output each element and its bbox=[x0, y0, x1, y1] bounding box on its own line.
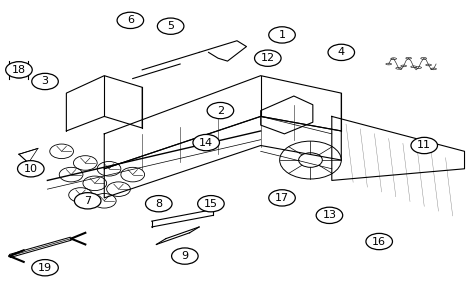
Text: 6: 6 bbox=[127, 15, 134, 25]
Circle shape bbox=[6, 62, 32, 78]
Text: 4: 4 bbox=[337, 47, 345, 57]
Circle shape bbox=[18, 161, 44, 177]
Text: 11: 11 bbox=[417, 141, 431, 150]
Circle shape bbox=[32, 73, 58, 90]
Circle shape bbox=[146, 196, 172, 212]
Text: 1: 1 bbox=[279, 30, 285, 40]
Text: 17: 17 bbox=[275, 193, 289, 203]
Circle shape bbox=[32, 260, 58, 276]
Circle shape bbox=[207, 102, 234, 119]
Text: 15: 15 bbox=[204, 199, 218, 209]
Circle shape bbox=[366, 233, 392, 250]
Circle shape bbox=[172, 248, 198, 264]
Circle shape bbox=[411, 137, 438, 154]
Text: 5: 5 bbox=[167, 21, 174, 31]
Circle shape bbox=[269, 190, 295, 206]
Text: 19: 19 bbox=[38, 263, 52, 273]
Text: 16: 16 bbox=[372, 237, 386, 246]
Text: 13: 13 bbox=[322, 210, 337, 220]
Text: 14: 14 bbox=[199, 138, 213, 148]
Text: 18: 18 bbox=[12, 65, 26, 75]
Circle shape bbox=[198, 196, 224, 212]
Circle shape bbox=[74, 193, 101, 209]
Text: 3: 3 bbox=[42, 77, 48, 86]
Circle shape bbox=[269, 27, 295, 43]
Circle shape bbox=[255, 50, 281, 66]
Text: 7: 7 bbox=[84, 196, 91, 206]
Text: 9: 9 bbox=[181, 251, 189, 261]
Circle shape bbox=[316, 207, 343, 223]
Text: 10: 10 bbox=[24, 164, 38, 174]
Circle shape bbox=[193, 134, 219, 151]
Text: 8: 8 bbox=[155, 199, 163, 209]
Text: 12: 12 bbox=[261, 53, 275, 63]
Text: 2: 2 bbox=[217, 106, 224, 116]
Circle shape bbox=[157, 18, 184, 34]
Circle shape bbox=[117, 12, 144, 29]
Circle shape bbox=[328, 44, 355, 61]
